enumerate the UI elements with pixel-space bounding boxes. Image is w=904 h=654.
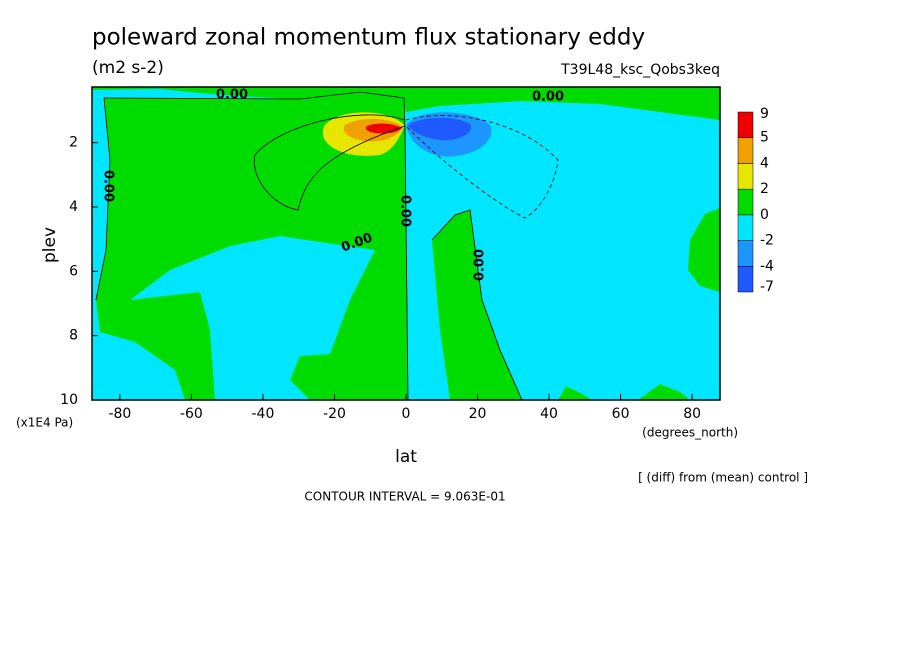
colorbar-box xyxy=(737,240,754,267)
contour-label: 0.00 xyxy=(532,90,564,105)
colorbar-label: -2 xyxy=(760,233,774,249)
colorbar-box xyxy=(737,163,754,190)
contour-region xyxy=(92,87,720,120)
contour-region xyxy=(432,210,522,400)
contour-line xyxy=(253,114,406,211)
contour-label: 0.00 xyxy=(473,249,488,281)
colorbar-box xyxy=(737,137,754,164)
contour-region xyxy=(688,208,720,292)
colorbar-label: 0 xyxy=(760,207,769,223)
contour-interval: CONTOUR INTERVAL = 9.063E-01 xyxy=(304,490,505,504)
contour-label: 0.00 xyxy=(398,195,413,227)
experiment-label: T39L48_ksc_Qobs3keq xyxy=(560,62,720,78)
chart-subtitle: (m2 s-2) xyxy=(92,58,164,78)
colorbar-box xyxy=(737,111,754,138)
contour-region xyxy=(638,384,690,400)
y-unit-label: (x1E4 Pa) xyxy=(16,416,73,430)
colorbar-box xyxy=(737,188,754,216)
x-tick-label: -40 xyxy=(252,406,275,422)
y-tick-label: 10 xyxy=(60,392,78,408)
field xyxy=(92,87,720,400)
contour-line xyxy=(431,209,523,400)
x-tick-label: 20 xyxy=(469,406,487,422)
colorbar-label: 2 xyxy=(760,181,769,197)
contour-region xyxy=(408,117,472,141)
contour-region xyxy=(558,386,592,400)
chart-title: poleward zonal momentum flux stationary … xyxy=(92,25,645,51)
colorbar-label: -7 xyxy=(760,279,774,295)
contour-region xyxy=(96,92,408,400)
contour-label: 0.00 xyxy=(101,170,116,202)
x-unit-label: (degrees_north) xyxy=(642,426,738,440)
y-tick-label: 8 xyxy=(69,328,78,344)
colorbar-label: -4 xyxy=(760,258,774,274)
x-tick-label: -20 xyxy=(323,406,346,422)
contour-line xyxy=(95,97,111,301)
y-tick-label: 4 xyxy=(69,199,78,215)
y-tick-label: 2 xyxy=(69,135,78,151)
contour-line xyxy=(405,115,559,219)
y-tick-label: 6 xyxy=(69,263,78,279)
x-tick-label: 80 xyxy=(683,406,701,422)
x-tick-label: 60 xyxy=(612,406,630,422)
x-axis-label: lat xyxy=(395,447,417,467)
x-tick-label: -80 xyxy=(108,406,131,422)
note: [ (diff) from (mean) control ] xyxy=(638,471,808,485)
colorbar-label: 4 xyxy=(760,155,769,171)
y-axis-label: plev xyxy=(40,227,60,263)
x-tick-label: 40 xyxy=(540,406,558,422)
colorbar-box xyxy=(737,266,754,293)
contour-label: 0.00 xyxy=(216,88,248,103)
x-tick-label: 0 xyxy=(402,406,411,422)
colorbar-label: 5 xyxy=(760,130,769,146)
contour-region xyxy=(365,123,402,134)
contour-line xyxy=(103,91,409,400)
x-tick-label: -60 xyxy=(180,406,203,422)
colorbar-box xyxy=(737,214,754,241)
colorbar-label: 9 xyxy=(760,106,769,122)
